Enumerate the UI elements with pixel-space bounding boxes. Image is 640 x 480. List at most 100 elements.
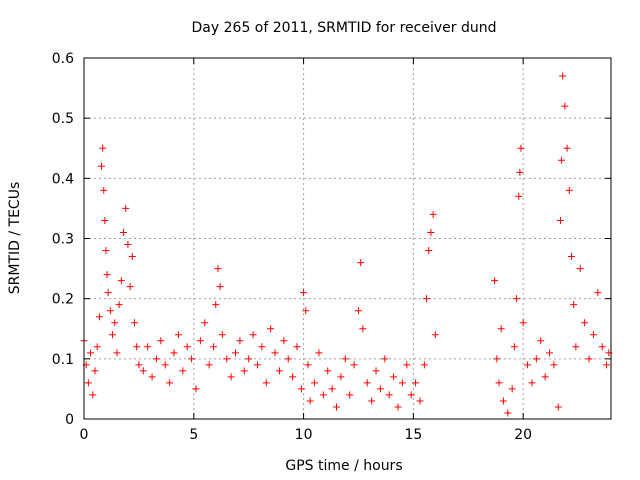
data-point [148, 373, 156, 381]
data-point [407, 391, 415, 399]
data-point [196, 337, 204, 345]
data-point [139, 367, 147, 375]
x-tick-label: 0 [80, 427, 89, 443]
data-point [297, 385, 305, 393]
data-point [337, 373, 345, 381]
data-point [363, 379, 371, 387]
data-point [372, 367, 380, 375]
data-point [106, 307, 114, 315]
data-point [174, 331, 182, 339]
data-point [508, 385, 516, 393]
data-point [253, 361, 261, 369]
data-point [131, 319, 139, 327]
data-point [346, 391, 354, 399]
data-point [403, 361, 411, 369]
data-point [98, 162, 106, 170]
y-tick-label: 0.2 [52, 292, 74, 308]
data-point [425, 247, 433, 255]
data-point [311, 379, 319, 387]
data-point [103, 271, 111, 279]
data-point [558, 156, 566, 164]
data-point [328, 385, 336, 393]
data-point [516, 168, 524, 176]
data-point [262, 379, 270, 387]
data-point [524, 361, 532, 369]
data-point [201, 319, 209, 327]
data-point [157, 337, 165, 345]
data-point [341, 355, 349, 363]
data-point [497, 325, 505, 333]
data-point [210, 343, 218, 351]
data-point [91, 367, 99, 375]
data-point [104, 289, 112, 297]
data-point [537, 337, 545, 345]
data-point [126, 283, 134, 291]
data-point [271, 349, 279, 357]
data-point [427, 228, 435, 236]
data-point [179, 367, 187, 375]
data-point [563, 144, 571, 152]
y-tick-label: 0.5 [52, 111, 74, 127]
data-point [109, 331, 117, 339]
data-point [133, 343, 141, 351]
data-point [300, 289, 308, 297]
data-point [284, 355, 292, 363]
data-point [122, 204, 130, 212]
data-point [120, 228, 128, 236]
data-point [420, 361, 428, 369]
data-point [589, 331, 597, 339]
data-point [212, 301, 220, 309]
data-point [390, 373, 398, 381]
x-axis-label: GPS time / hours [285, 458, 402, 474]
data-point [93, 343, 101, 351]
data-point [495, 379, 503, 387]
data-point [431, 331, 439, 339]
data-point [293, 343, 301, 351]
data-point [412, 379, 420, 387]
data-point [519, 319, 527, 327]
data-point [152, 355, 160, 363]
data-point [324, 367, 332, 375]
data-point [423, 295, 431, 303]
data-point [84, 379, 92, 387]
data-point [115, 301, 123, 309]
y-tick-label: 0.4 [52, 171, 74, 187]
data-point [354, 307, 362, 315]
x-tick-label: 5 [189, 427, 198, 443]
data-point [128, 253, 136, 261]
data-point [95, 313, 103, 321]
data-point [302, 307, 310, 315]
data-point [499, 397, 507, 405]
data-point [144, 343, 152, 351]
data-point [504, 409, 512, 417]
data-point [559, 72, 567, 80]
data-point [528, 379, 536, 387]
data-point [223, 355, 231, 363]
data-point [275, 367, 283, 375]
data-point [99, 144, 107, 152]
data-point [556, 216, 564, 224]
data-point [304, 361, 312, 369]
chart-title: Day 265 of 2011, SRMTID for receiver dun… [192, 20, 497, 36]
data-point [491, 277, 499, 285]
data-point [192, 385, 200, 393]
y-tick-label: 0.6 [52, 51, 74, 67]
data-point [117, 277, 125, 285]
data-point [359, 325, 367, 333]
data-point [216, 283, 224, 291]
y-tick-label: 0.1 [52, 352, 74, 368]
data-point [100, 186, 108, 194]
data-point [113, 349, 121, 357]
data-point [510, 343, 518, 351]
data-point [416, 397, 424, 405]
data-point [532, 355, 540, 363]
data-point [603, 361, 611, 369]
data-point [429, 210, 437, 218]
data-point [227, 373, 235, 381]
data-point [576, 265, 584, 273]
data-point [101, 216, 109, 224]
data-points [80, 72, 613, 417]
x-tick-label: 10 [295, 427, 313, 443]
data-point [218, 331, 226, 339]
